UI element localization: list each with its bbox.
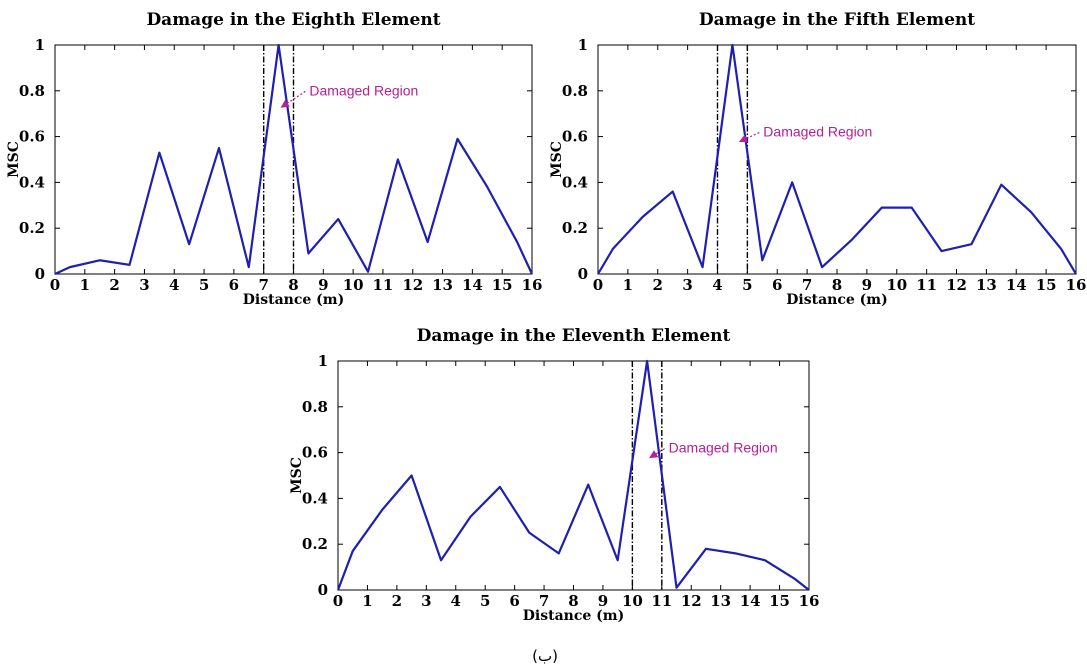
y-tick-label: 0.4 [562, 173, 588, 191]
x-tick-label: 6 [229, 276, 239, 294]
x-tick-label: 6 [772, 276, 782, 294]
y-tick-label: 0.8 [302, 398, 328, 416]
x-tick-label: 2 [109, 276, 119, 294]
x-tick-label: 10 [622, 592, 643, 610]
x-tick-label: 1 [80, 276, 90, 294]
x-tick-label: 13 [710, 592, 731, 610]
x-tick-label: 5 [480, 592, 490, 610]
annotation-arrow [738, 132, 760, 143]
annotation-label: Damaged Region [669, 440, 778, 456]
chart-title: Damage in the Fifth Element [699, 10, 975, 30]
x-tick-label: 13 [976, 276, 997, 294]
annotation-arrow [649, 448, 665, 459]
x-tick-label: 5 [199, 276, 209, 294]
plot-frame [337, 360, 810, 591]
chart-title: Damage in the Eleventh Element [417, 326, 731, 346]
annotation-arrow [280, 90, 306, 108]
x-tick-label: 10 [886, 276, 907, 294]
x-tick-label: 2 [392, 592, 402, 610]
x-tick-label: 0 [593, 276, 603, 294]
y-tick-label: 0.8 [562, 82, 588, 100]
y-tick-label: 0.6 [562, 128, 588, 146]
x-tick-label: 4 [712, 276, 722, 294]
x-tick-label: 16 [522, 276, 543, 294]
msc-series-line [54, 43, 533, 275]
y-axis-label: MSC [549, 141, 565, 178]
x-tick-label: 15 [492, 276, 513, 294]
x-tick-label: 3 [421, 592, 431, 610]
x-tick-label: 8 [832, 276, 842, 294]
x-tick-label: 9 [862, 276, 872, 294]
x-tick-label: 11 [916, 276, 937, 294]
x-tick-label: 11 [373, 276, 394, 294]
x-tick-label: 6 [509, 592, 519, 610]
x-axis-label: Distance (m) [243, 292, 344, 308]
y-axis-label: MSC [289, 457, 305, 494]
y-tick-label: 0.6 [19, 128, 45, 146]
x-tick-label: 12 [402, 276, 423, 294]
x-tick-label: 8 [568, 592, 578, 610]
x-tick-label: 12 [946, 276, 967, 294]
plot-frame [597, 44, 1077, 275]
x-axis-label: Distance (m) [523, 608, 624, 624]
x-tick-label: 14 [740, 592, 761, 610]
x-tick-label: 7 [539, 592, 549, 610]
y-tick-label: 0.4 [302, 489, 328, 507]
x-tick-label: 12 [681, 592, 702, 610]
x-tick-label: 14 [462, 276, 483, 294]
x-tick-label: 8 [288, 276, 298, 294]
x-tick-label: 3 [682, 276, 692, 294]
y-tick-label: 1 [35, 36, 45, 54]
y-tick-label: 0 [35, 265, 45, 283]
x-axis-label: Distance (m) [786, 292, 887, 308]
x-tick-label: 13 [432, 276, 453, 294]
x-tick-label: 15 [769, 592, 790, 610]
y-tick-label: 0 [318, 581, 328, 599]
x-tick-label: 16 [1066, 276, 1087, 294]
x-tick-label: 0 [333, 592, 343, 610]
annotation-label: Damaged Region [763, 124, 872, 140]
msc-series-line [597, 43, 1077, 275]
figure-caption: (ب) [532, 647, 558, 665]
x-tick-label: 0 [50, 276, 60, 294]
chart-title: Damage in the Eighth Element [146, 10, 440, 30]
x-tick-label: 14 [1006, 276, 1027, 294]
y-axis-label: MSC [6, 141, 22, 178]
x-tick-label: 9 [598, 592, 608, 610]
x-tick-label: 4 [169, 276, 179, 294]
x-tick-label: 7 [802, 276, 812, 294]
y-tick-label: 0.4 [19, 173, 45, 191]
plot-frame [54, 44, 533, 275]
x-tick-label: 9 [318, 276, 328, 294]
x-tick-label: 16 [799, 592, 820, 610]
y-tick-label: 0.8 [19, 82, 45, 100]
y-tick-label: 0.2 [302, 535, 328, 553]
x-tick-label: 15 [1036, 276, 1057, 294]
y-tick-label: 1 [578, 36, 588, 54]
y-tick-label: 0.6 [302, 444, 328, 462]
x-tick-label: 1 [362, 592, 372, 610]
y-tick-label: 1 [318, 352, 328, 370]
y-tick-label: 0.2 [562, 219, 588, 237]
x-tick-label: 2 [653, 276, 663, 294]
x-tick-label: 5 [742, 276, 752, 294]
x-tick-label: 11 [651, 592, 672, 610]
msc-series-line [336, 359, 810, 591]
x-tick-label: 4 [451, 592, 461, 610]
x-tick-label: 7 [258, 276, 268, 294]
x-tick-label: 1 [623, 276, 633, 294]
x-tick-label: 10 [343, 276, 364, 294]
x-tick-label: 3 [139, 276, 149, 294]
y-tick-label: 0.2 [19, 219, 45, 237]
annotation-label: Damaged Region [309, 82, 418, 98]
y-tick-label: 0 [578, 265, 588, 283]
